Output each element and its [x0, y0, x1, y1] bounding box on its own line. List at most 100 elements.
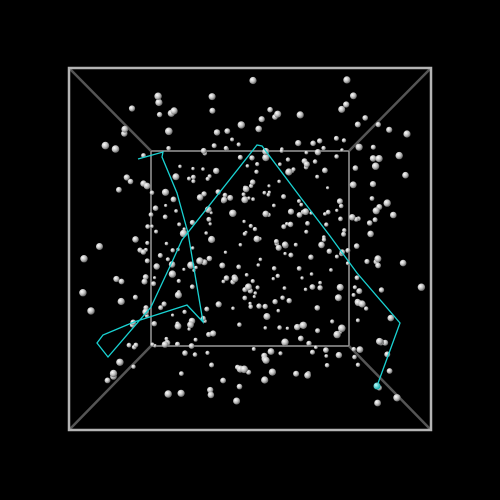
particle [200, 147, 207, 154]
particle [148, 212, 154, 218]
particle [350, 92, 357, 100]
particle [342, 228, 347, 233]
particle [355, 362, 361, 367]
particle [150, 224, 154, 229]
particle [229, 209, 237, 217]
particle [364, 258, 370, 265]
particle [177, 389, 185, 397]
particle [132, 236, 139, 243]
particle [281, 338, 289, 346]
particle [272, 203, 276, 208]
particle [285, 157, 291, 162]
particle [175, 341, 180, 347]
particle [305, 221, 310, 226]
particle [154, 229, 159, 234]
particle [244, 283, 252, 291]
particle [297, 199, 301, 204]
particle [334, 294, 342, 302]
particle [287, 208, 295, 215]
tracer-path [96, 144, 401, 387]
particle [338, 324, 346, 333]
particle [189, 284, 195, 290]
particle [236, 142, 241, 147]
particle [366, 220, 373, 226]
particle [238, 243, 243, 247]
particle [378, 287, 385, 293]
particle [261, 376, 269, 384]
particle [242, 295, 248, 301]
particle [279, 148, 284, 153]
particle [215, 301, 222, 308]
particle [275, 244, 282, 251]
particle [150, 342, 155, 347]
particle [174, 322, 182, 330]
particle [304, 371, 311, 379]
particle [280, 295, 285, 301]
particle [126, 342, 132, 348]
particle [285, 222, 289, 226]
particle [354, 121, 361, 128]
particle [341, 231, 347, 237]
particle [341, 138, 347, 143]
particle [201, 167, 205, 171]
particle [153, 276, 157, 280]
particle [155, 98, 163, 107]
particle [317, 138, 323, 144]
particle [156, 111, 163, 118]
particle [109, 369, 118, 378]
particle [213, 129, 221, 136]
particle [164, 336, 169, 341]
particle [335, 208, 339, 213]
particle [224, 128, 231, 135]
particle [278, 162, 282, 167]
particle [174, 291, 182, 299]
particle [326, 186, 330, 190]
particle [321, 237, 327, 242]
particle [191, 174, 196, 180]
particle [291, 167, 296, 172]
particle [306, 340, 312, 347]
particle [256, 263, 261, 267]
depth-edge-top-left [68, 67, 152, 152]
particle [296, 266, 302, 271]
particle [242, 185, 250, 193]
depth-edge-bottom-right [348, 345, 432, 431]
particle [273, 239, 279, 244]
particle [187, 321, 194, 329]
depth-edge-top-right [348, 67, 432, 152]
particle [101, 141, 110, 150]
particle [267, 348, 275, 355]
particle [352, 165, 359, 171]
particle [205, 350, 210, 355]
particle [249, 76, 257, 85]
particle [118, 278, 125, 285]
particle [171, 313, 175, 317]
particle [194, 265, 198, 270]
particle [299, 321, 307, 329]
particle [369, 181, 377, 188]
particle [220, 377, 227, 384]
particle [153, 263, 160, 270]
particle [351, 293, 356, 297]
particle [248, 304, 253, 310]
particle [251, 347, 256, 351]
particle [369, 155, 377, 162]
particle [318, 280, 322, 285]
particle [223, 145, 229, 151]
particle [237, 154, 243, 160]
particle [179, 229, 188, 238]
depth-edges [68, 67, 432, 431]
particle [300, 276, 304, 280]
particle [121, 125, 129, 133]
particle [315, 328, 321, 334]
particle [236, 383, 243, 390]
particle [207, 391, 215, 399]
particle [293, 370, 300, 377]
particle [386, 126, 393, 133]
particle [241, 192, 246, 197]
particle [251, 197, 256, 202]
particle [308, 254, 314, 260]
particle [367, 230, 374, 238]
particle [255, 125, 262, 133]
